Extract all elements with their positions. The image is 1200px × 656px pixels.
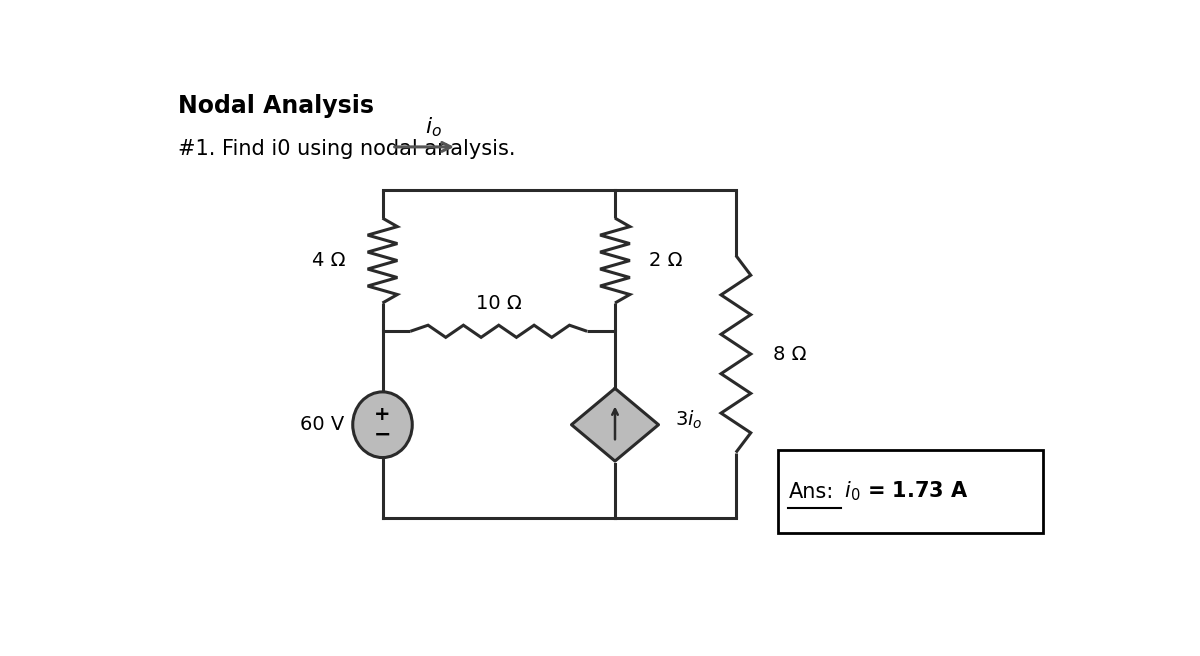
Text: Ans:: Ans: xyxy=(788,482,834,502)
Polygon shape xyxy=(571,388,659,461)
Text: 2 Ω: 2 Ω xyxy=(649,251,683,270)
Text: 60 V: 60 V xyxy=(300,415,344,434)
Text: Nodal Analysis: Nodal Analysis xyxy=(178,94,374,118)
Text: 4 Ω: 4 Ω xyxy=(312,251,346,270)
Text: 3$i_o$: 3$i_o$ xyxy=(676,409,703,431)
Text: −: − xyxy=(373,424,391,445)
Text: $i_0$ = 1.73 A: $i_0$ = 1.73 A xyxy=(838,480,970,503)
Text: 10 Ω: 10 Ω xyxy=(476,294,522,313)
Text: #1. Find i0 using nodal analysis.: #1. Find i0 using nodal analysis. xyxy=(178,139,516,159)
Text: 8 Ω: 8 Ω xyxy=(773,344,806,363)
FancyBboxPatch shape xyxy=(778,450,1043,533)
Ellipse shape xyxy=(353,392,413,458)
Text: +: + xyxy=(374,405,391,424)
Text: $i_o$: $i_o$ xyxy=(425,115,442,138)
